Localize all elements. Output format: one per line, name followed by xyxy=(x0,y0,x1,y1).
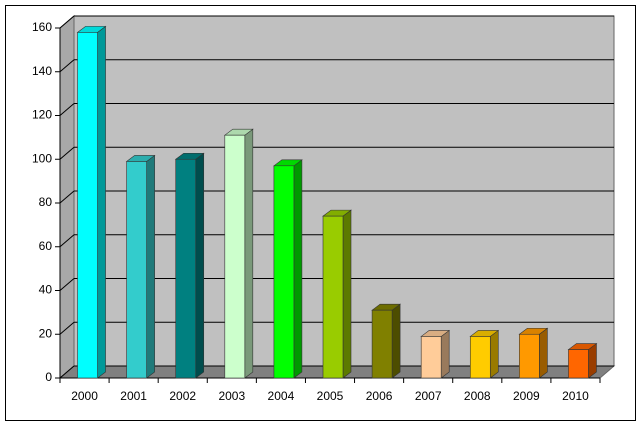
x-tick-label: 2004 xyxy=(268,389,295,403)
y-tick-label: 160 xyxy=(32,20,52,34)
x-tick-label: 2006 xyxy=(366,389,393,403)
bar xyxy=(519,333,540,379)
grid-line-side xyxy=(59,365,75,379)
bar-side xyxy=(146,154,155,379)
x-tick-label: 2005 xyxy=(317,389,344,403)
y-tick-label: 0 xyxy=(45,370,52,384)
y-tick-label: 120 xyxy=(32,108,52,122)
x-tick-label: 2002 xyxy=(169,389,196,403)
bar-side xyxy=(440,329,450,379)
x-tick-label: 2000 xyxy=(71,389,98,403)
x-tick-label: 2007 xyxy=(415,389,442,403)
y-tick-label: 60 xyxy=(39,239,53,253)
grid-line-side xyxy=(59,190,75,204)
grid-line-side xyxy=(59,278,75,291)
bar xyxy=(568,349,589,379)
grid-line-side xyxy=(59,321,75,335)
bar xyxy=(469,336,491,379)
grid-line-side xyxy=(59,103,75,116)
y-tick-label: 100 xyxy=(32,151,52,165)
bar xyxy=(371,309,393,379)
x-tick-label: 2009 xyxy=(513,389,540,403)
y-tick-label: 40 xyxy=(39,283,53,297)
bar xyxy=(420,336,442,379)
grid-line-side xyxy=(59,15,75,29)
bar-side xyxy=(244,128,254,379)
y-tick-label: 80 xyxy=(39,195,53,209)
bar xyxy=(175,158,197,379)
x-tick-label: 2001 xyxy=(120,389,147,403)
bar xyxy=(322,215,344,379)
x-tick-label: 2003 xyxy=(218,389,245,403)
bar xyxy=(224,134,246,379)
bar-side xyxy=(293,159,303,379)
bar-side xyxy=(342,209,352,379)
x-tick-label: 2010 xyxy=(562,389,589,403)
bar-side xyxy=(489,329,499,379)
bar xyxy=(77,32,98,379)
bar xyxy=(273,165,295,379)
grid-line-side xyxy=(59,234,75,248)
bar-side xyxy=(97,25,106,379)
y-tick-label: 20 xyxy=(39,326,53,340)
bar-side xyxy=(391,303,401,379)
bar-side xyxy=(195,152,205,379)
x-tick-label: 2008 xyxy=(464,389,491,403)
grid-line-side xyxy=(59,146,75,160)
bar xyxy=(126,161,147,379)
bar-side xyxy=(539,327,548,379)
grid-line-side xyxy=(59,59,75,73)
y-tick-label: 140 xyxy=(32,64,52,78)
